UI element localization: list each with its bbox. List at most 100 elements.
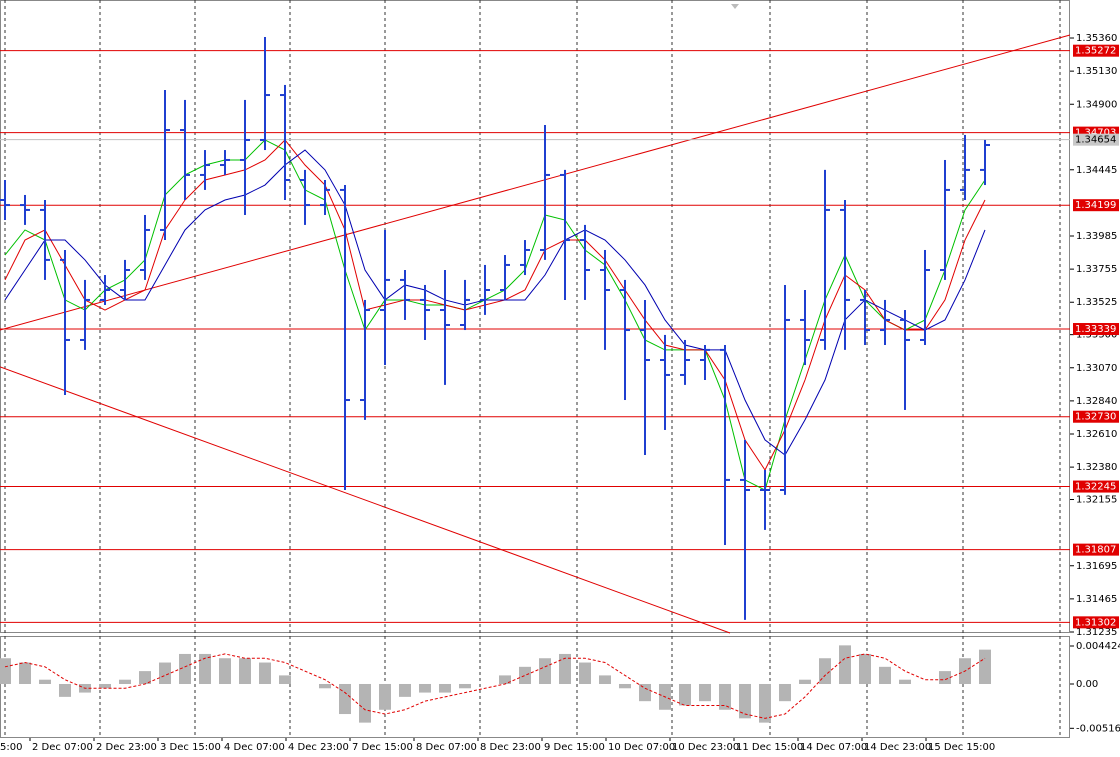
level-tag <box>1073 199 1119 212</box>
x-tick-label: 8 Dec 23:00 <box>480 742 541 753</box>
level-tag <box>1073 543 1119 556</box>
osc-bar <box>239 658 251 684</box>
x-tick-label: 9 Dec 15:00 <box>544 742 605 753</box>
trendline <box>0 34 1071 331</box>
x-tick-label: 3 Dec 15:00 <box>160 742 221 753</box>
moving-average <box>4 139 986 471</box>
moving-average <box>4 149 986 456</box>
osc-bar <box>519 666 531 684</box>
osc-bar <box>839 645 851 684</box>
x-tick-label: 15 Dec 15:00 <box>928 742 995 753</box>
osc-bar <box>619 683 631 689</box>
osc-bar <box>599 675 611 684</box>
osc-bar <box>539 658 551 684</box>
osc-bar <box>439 683 451 693</box>
osc-bar <box>819 658 831 684</box>
x-tick-label: 7 Dec 15:00 <box>352 742 413 753</box>
y-tick-label: 1.34445 <box>1076 165 1117 176</box>
osc-bar <box>139 671 151 684</box>
osc-bar <box>879 666 891 684</box>
osc-bar <box>199 653 211 684</box>
osc-bar <box>739 683 751 719</box>
y-tick-label: 1.33300 <box>1076 330 1117 341</box>
y-tick-label: 1.31695 <box>1076 561 1117 572</box>
level-tag <box>1073 616 1119 629</box>
y-tick-label: 1.31235 <box>1076 627 1117 638</box>
oscillator-panel <box>0 636 1070 738</box>
osc-bar <box>639 683 651 702</box>
level-tag <box>1073 44 1119 57</box>
osc-bar <box>219 658 231 684</box>
osc-bar <box>399 683 411 697</box>
y-tick-label: 1.32380 <box>1076 462 1117 473</box>
x-tick-label: 4 Dec 07:00 <box>224 742 285 753</box>
osc-bar <box>39 679 51 684</box>
osc-bar <box>559 653 571 684</box>
x-tick-label: 2 Dec 07:00 <box>32 742 93 753</box>
y-tick-label: 1.32155 <box>1076 495 1117 506</box>
level-label: 1.32730 <box>1075 412 1116 423</box>
osc-bar <box>699 683 711 702</box>
y-tick-label: 1.33070 <box>1076 363 1117 374</box>
x-tick-label: 8 Dec 07:00 <box>416 742 477 753</box>
x-tick-label: 11 Dec 15:00 <box>736 742 803 753</box>
x-tick-label: 10 Dec 07:00 <box>608 742 675 753</box>
main-panel <box>0 0 1070 633</box>
x-tick-label: 10 Dec 23:00 <box>672 742 739 753</box>
y-tick-label: 1.31465 <box>1076 594 1117 605</box>
osc-bar <box>99 683 111 689</box>
time-grid <box>4 0 1061 738</box>
y-tick-label: 1.34900 <box>1076 99 1117 110</box>
osc-bar <box>799 679 811 684</box>
osc-bar <box>979 649 991 684</box>
level-label: 1.34199 <box>1075 200 1116 211</box>
level-label: 1.31807 <box>1075 545 1116 556</box>
y-tick-label: 1.35360 <box>1076 33 1117 44</box>
osc-signal <box>4 653 986 719</box>
x-tick-label: 5:00 <box>0 742 22 753</box>
level-tag <box>1073 410 1119 423</box>
last-price-tag <box>1073 133 1119 146</box>
y-tick-label: 1.33525 <box>1076 297 1117 308</box>
last-price-label: 1.34654 <box>1075 135 1116 146</box>
y-tick-label: 1.33755 <box>1076 264 1117 275</box>
osc-bar <box>159 662 171 684</box>
x-tick-label: 4 Dec 23:00 <box>288 742 349 753</box>
osc-bar <box>499 675 511 684</box>
osc-bar <box>179 653 191 684</box>
osc-bar <box>939 671 951 684</box>
osc-y-tick-label: -0.005161 <box>1076 723 1120 734</box>
level-label: 1.32245 <box>1075 482 1116 493</box>
osc-bar <box>679 683 691 706</box>
osc-bar <box>779 683 791 702</box>
scroll-marker <box>731 4 739 9</box>
osc-bar <box>279 675 291 684</box>
osc-bar <box>579 662 591 684</box>
level-label: 1.34703 <box>1075 128 1116 139</box>
osc-bar <box>119 679 131 684</box>
level-label: 1.35272 <box>1075 46 1116 57</box>
osc-bar <box>59 683 71 697</box>
x-tick-label: 14 Dec 23:00 <box>864 742 931 753</box>
osc-bar <box>259 662 271 684</box>
osc-bar <box>19 662 31 684</box>
level-label: 1.33339 <box>1075 324 1116 335</box>
level-label: 1.31302 <box>1075 617 1116 628</box>
y-tick-label: 1.33985 <box>1076 231 1117 242</box>
osc-bar <box>419 683 431 693</box>
osc-y-tick-label: 0.004424 <box>1076 641 1120 652</box>
level-tag <box>1073 480 1119 493</box>
osc-y-tick-label: 0.00 <box>1076 679 1098 690</box>
osc-bar <box>359 683 371 723</box>
y-tick-label: 1.32610 <box>1076 429 1117 440</box>
osc-bar <box>719 683 731 710</box>
osc-bar <box>319 683 331 689</box>
y-tick-label: 1.35130 <box>1076 66 1117 77</box>
level-tag <box>1073 323 1119 336</box>
y-tick-label: 1.32840 <box>1076 396 1117 407</box>
x-tick-label: 14 Dec 07:00 <box>800 742 867 753</box>
osc-bar <box>459 683 471 689</box>
osc-bar <box>339 683 351 715</box>
